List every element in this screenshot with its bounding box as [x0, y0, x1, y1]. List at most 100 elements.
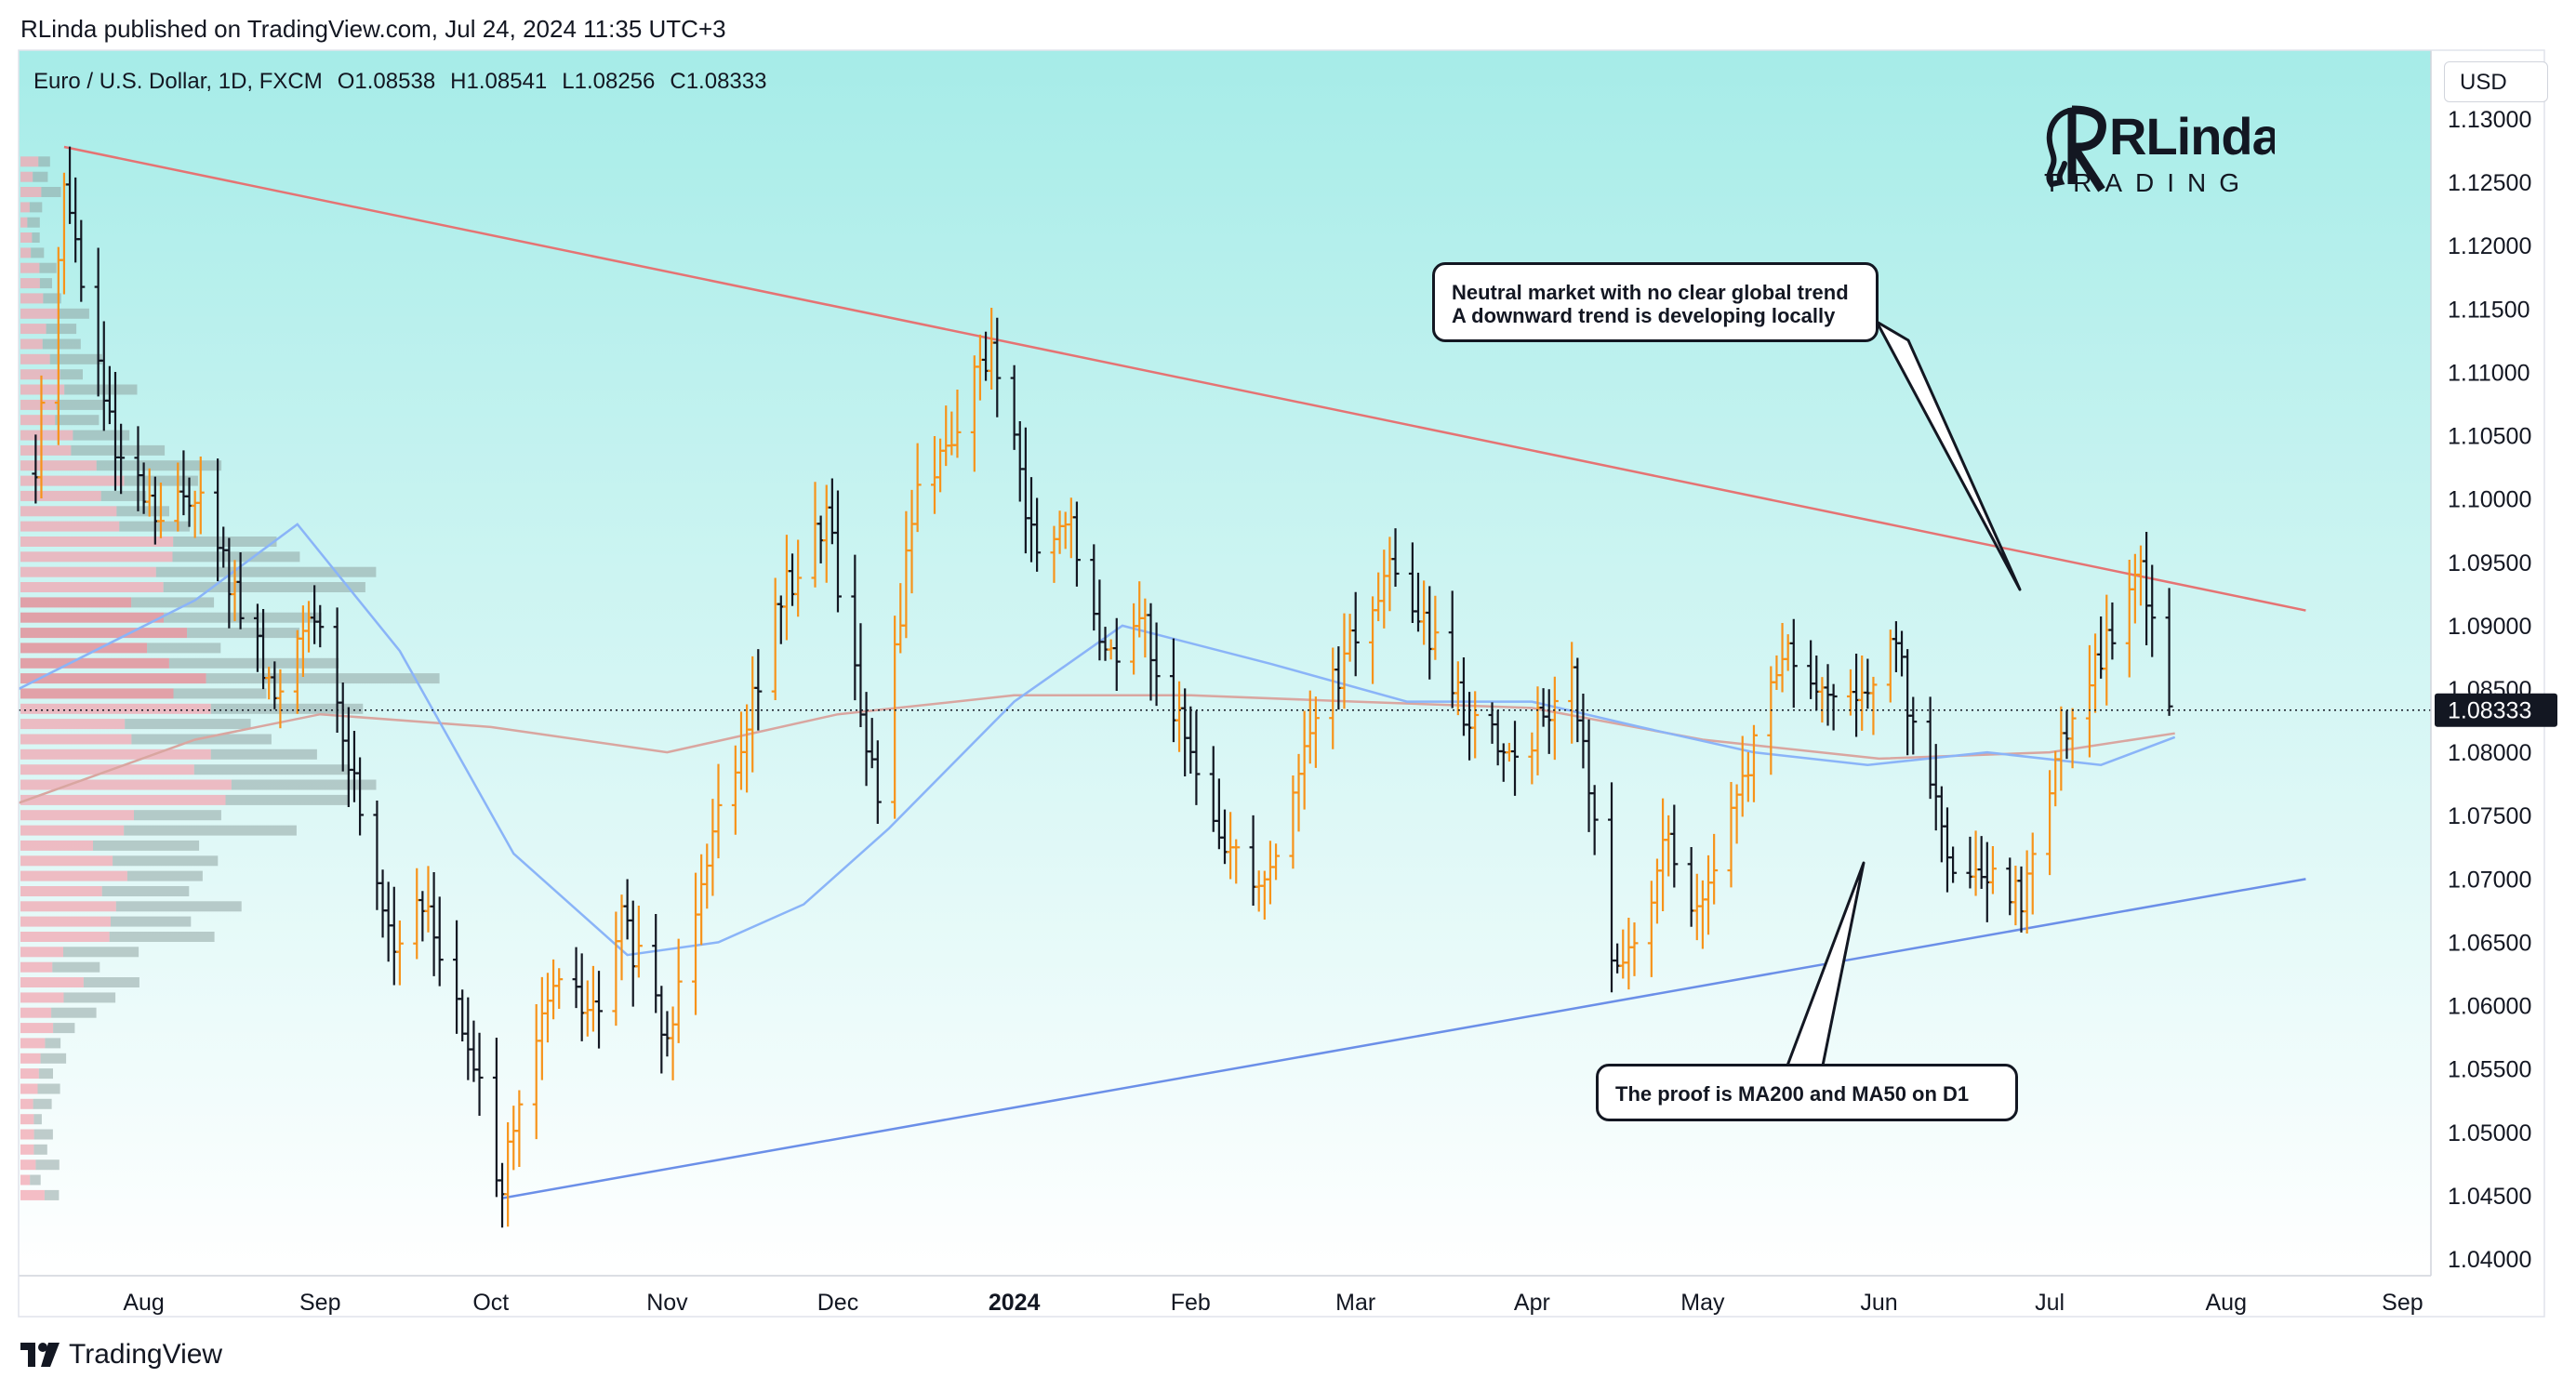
volume-bar-down — [71, 444, 166, 456]
volume-bar-up — [20, 171, 33, 182]
volume-bar-up — [20, 566, 156, 577]
y-tick-label: 1.12000 — [2448, 233, 2531, 259]
volume-bar-up — [20, 794, 226, 805]
ohlc-bar-up — [156, 483, 165, 538]
volume-bar-up — [20, 187, 42, 197]
volume-bar-up — [20, 977, 84, 987]
x-tick-label: Feb — [1171, 1290, 1211, 1316]
legend-symbol: Euro / U.S. Dollar, 1D, FXCM — [33, 69, 323, 94]
volume-bar-down — [131, 597, 215, 608]
volume-bar-down — [38, 1068, 53, 1080]
ohlc-bar-up — [913, 443, 922, 533]
y-tick-label: 1.05000 — [2448, 1120, 2531, 1146]
volume-bar-up — [20, 1189, 45, 1200]
volume-bar-down — [93, 840, 200, 851]
x-tick-label: May — [1680, 1290, 1725, 1316]
volume-bar-down — [124, 475, 198, 486]
ohlc-bar-down — [1152, 622, 1161, 707]
volume-bar-up — [20, 369, 60, 380]
y-tick-label: 1.06500 — [2448, 930, 2531, 956]
ohlc-bar-up — [1630, 922, 1639, 976]
volume-bar-down — [225, 794, 349, 805]
ohlc-bar-down — [2165, 588, 2173, 716]
volume-bar-down — [42, 338, 81, 350]
volume-bar-down — [40, 1053, 67, 1064]
currency-button[interactable]: USD — [2444, 61, 2548, 102]
volume-bar-down — [134, 810, 221, 821]
volume-bar-up — [20, 688, 174, 699]
volume-bar-down — [113, 855, 219, 867]
ohlc-bar-down — [77, 219, 86, 302]
volume-bar-down — [44, 1189, 60, 1200]
volume-bar-down — [147, 643, 221, 654]
volume-bar-up — [20, 1174, 31, 1186]
ohlc-bar-down — [1351, 591, 1360, 677]
volume-bar-up — [20, 719, 126, 730]
volume-bar-down — [115, 901, 242, 912]
volume-bar-down — [46, 324, 77, 335]
volume-bar-up — [20, 1083, 38, 1094]
volume-bar-down — [109, 932, 215, 942]
tradingview-footer[interactable]: TradingView — [20, 1339, 222, 1371]
volume-bar-up — [20, 444, 72, 456]
ohlc-bar-up — [555, 968, 564, 1009]
legend-high: H1.08541 — [450, 69, 548, 94]
ohlc-bar-down — [435, 896, 444, 987]
volume-bar-down — [56, 399, 105, 410]
ohlc-bar-up — [515, 1090, 524, 1167]
volume-bar-up — [20, 1114, 34, 1125]
x-tick-label: Jul — [2035, 1290, 2065, 1316]
volume-bar-up — [20, 537, 174, 547]
ohlc-bar-down — [595, 971, 604, 1049]
last-price-tag — [2435, 693, 2557, 727]
volume-bar-down — [35, 1159, 60, 1171]
volume-bar-up — [20, 415, 56, 426]
volume-bar-up — [20, 932, 110, 942]
callout-line: A downward trend is developing locally — [1452, 304, 1836, 327]
volume-bar-down — [38, 156, 50, 167]
ohlc-bar-down — [316, 604, 325, 648]
volume-bar-down — [163, 582, 365, 592]
ohlc-bar-up — [1232, 839, 1241, 884]
y-tick-label: 1.10500 — [2448, 424, 2531, 450]
volume-bar-down — [43, 293, 61, 304]
legend-close: C1.08333 — [670, 69, 767, 94]
last-price-label: 1.08333 — [2448, 698, 2531, 724]
volume-bar-up — [20, 825, 125, 836]
x-tick-label: Mar — [1335, 1290, 1375, 1316]
ohlc-bars — [32, 146, 2173, 1228]
volume-bar-up — [20, 247, 32, 258]
volume-bar-down — [172, 551, 300, 563]
volume-bar-down — [73, 430, 130, 441]
volume-bar-up — [20, 278, 40, 289]
ohlc-bar-up — [395, 921, 404, 986]
ohlc-bar-down — [873, 740, 882, 824]
ohlc-bar-up — [714, 763, 723, 859]
volume-bar-down — [168, 657, 339, 669]
ohlc-bar-up — [196, 457, 205, 535]
ohlc-bar-down — [1033, 497, 1042, 572]
ohlc-bar-up — [1550, 676, 1559, 761]
volume-bar-up — [20, 673, 206, 684]
legend-low: L1.08256 — [562, 69, 656, 94]
volume-bar-up — [20, 1007, 52, 1018]
volume-bar-up — [20, 597, 132, 608]
ohlc-bar-down — [1670, 804, 1679, 888]
volume-bar-up — [20, 748, 211, 760]
logo-text-top: RLinda — [2109, 107, 2275, 166]
volume-bar-up — [20, 840, 93, 851]
ohlc-bar-up — [674, 938, 683, 1043]
volume-bar-up — [20, 262, 40, 273]
volume-bar-down — [96, 460, 222, 471]
volume-bar-down — [39, 278, 52, 289]
volume-bar-up — [20, 521, 120, 532]
volume-bar-down — [30, 1174, 41, 1186]
volume-bar-up — [20, 1159, 36, 1171]
volume-bar-down — [126, 870, 203, 881]
x-tick-label: Oct — [472, 1290, 509, 1316]
ohlc-bar-down — [833, 490, 842, 613]
ohlc-bar-down — [1511, 721, 1520, 796]
publisher-line: RLinda published on TradingView.com, Jul… — [20, 15, 726, 43]
volume-bar-down — [33, 1129, 53, 1140]
